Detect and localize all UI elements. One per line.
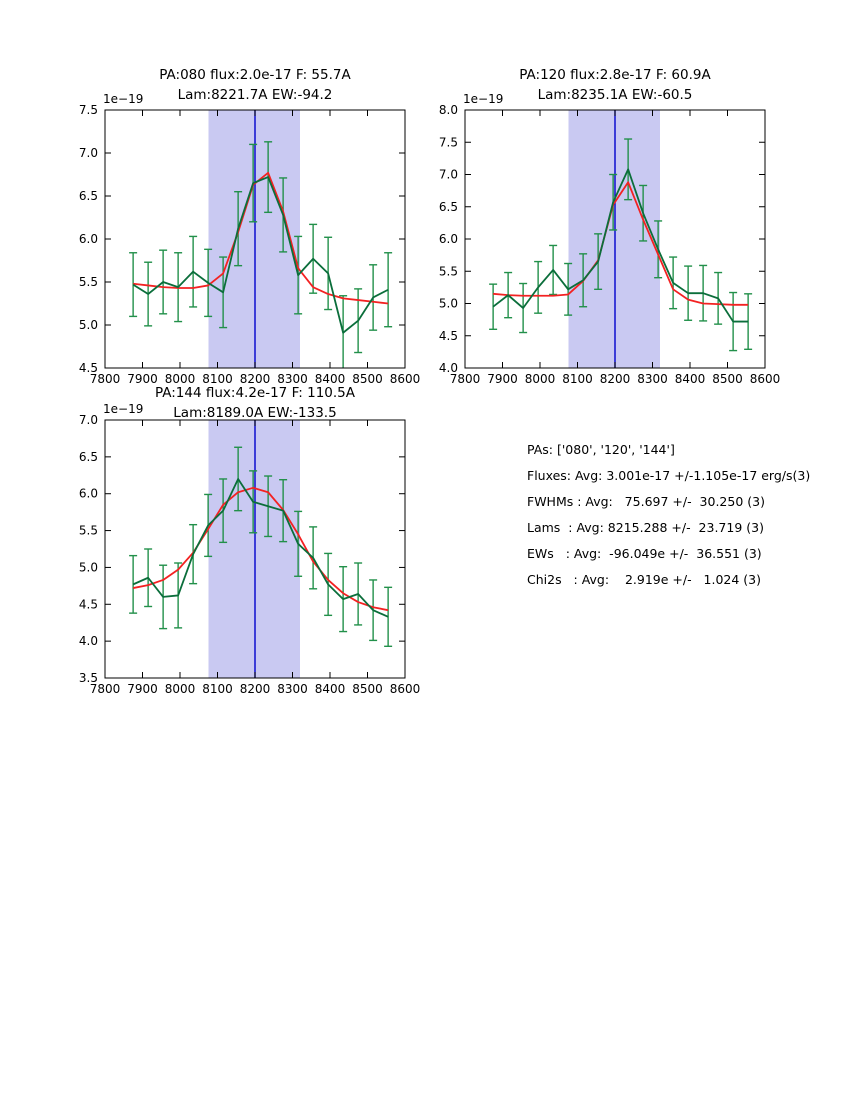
x-tick-label: 8600 — [390, 682, 421, 696]
y-tick-label: 6.0 — [79, 487, 98, 501]
model-fit-line — [133, 171, 389, 305]
stats-line-fwhms: FWHMs : Avg: 75.697 +/- 30.250 (3) — [527, 494, 765, 509]
y-tick-label: 4.5 — [79, 361, 98, 375]
x-tick-label: 8100 — [202, 682, 233, 696]
x-tick-label: 7800 — [450, 372, 481, 386]
x-tick-label: 8500 — [352, 372, 383, 386]
x-tick-label: 8500 — [712, 372, 743, 386]
x-tick-label: 8100 — [202, 372, 233, 386]
spectrum-chart-pa-120: 7800 7900 8000 8100 8200 8300 8400 8500 86004.04… — [439, 92, 781, 386]
x-tick-label: 8600 — [390, 372, 421, 386]
x-tick-label: 7800 — [90, 372, 121, 386]
subplot-pa-144: 7800 7900 8000 8100 8200 8300 8400 8500 8600 3.5 4… — [45, 370, 425, 706]
stats-line-ews: EWs : Avg: -96.049e +/- 36.551 (3) — [527, 546, 762, 561]
x-tick-label: 8300 — [637, 372, 668, 386]
subplot-title-line2: Lam:8221.7A EW:-94.2 — [177, 87, 333, 103]
y-tick-label: 7.5 — [439, 135, 458, 149]
subplot-title-line1: PA:120 flux:2.8e-17 F: 60.9A — [519, 67, 711, 83]
subplot-pa-080: 7800 7900 8000 8100 8200 8300 8400 8500 8600 4.5 5… — [45, 60, 425, 396]
stats-panel: PAs: ['080', '120', '144'] Fluxes: Avg: … — [527, 437, 810, 593]
x-tick-label: 8400 — [315, 372, 346, 386]
y-tick-label: 3.5 — [79, 671, 98, 685]
x-tick-label: 8500 — [352, 682, 383, 696]
y-tick-label: 8.0 — [439, 103, 458, 117]
y-tick-label: 6.5 — [79, 189, 98, 203]
y-axis-offset-label: 1e−19 — [103, 402, 143, 416]
subplot-title-line1: PA:144 flux:4.2e-17 F: 110.5A — [154, 385, 356, 401]
fit-window-band — [208, 110, 300, 368]
x-tick-label: 8000 — [165, 682, 196, 696]
y-tick-label: 7.0 — [79, 146, 98, 160]
spectrum-data-line — [492, 168, 749, 323]
subplot-title-line1: PA:080 flux:2.0e-17 F: 55.7A — [159, 67, 351, 83]
y-tick-label: 7.0 — [439, 168, 458, 182]
y-axis-offset-label: 1e−19 — [463, 92, 503, 106]
y-axis-ticks: 4.0 4.5 5.0 5.5 6.0 6.5 7.0 7.5 8.0 — [439, 103, 765, 375]
y-tick-label: 5.5 — [79, 275, 98, 289]
y-tick-label: 6.5 — [439, 200, 458, 214]
fit-window-band — [208, 420, 300, 678]
y-tick-label: 5.0 — [79, 318, 98, 332]
x-tick-label: 8600 — [750, 372, 781, 386]
x-tick-label: 8400 — [675, 372, 706, 386]
spectrum-chart-pa-144: 7800 7900 8000 8100 8200 8300 8400 8500 8600 3.5 4… — [79, 402, 421, 696]
spectrum-data-line — [132, 176, 389, 334]
y-tick-label: 5.0 — [79, 560, 98, 574]
y-tick-label: 6.0 — [439, 232, 458, 246]
y-axis-offset-label: 1e−19 — [103, 92, 143, 106]
x-tick-label: 8200 — [240, 372, 271, 386]
y-tick-label: 5.0 — [439, 297, 458, 311]
y-axis-ticks: 4.5 5.0 5.5 6.0 6.5 7.0 7.5 — [79, 103, 405, 375]
stats-line-pas: PAs: ['080', '120', '144'] — [527, 442, 675, 457]
x-tick-label: 7900 — [487, 372, 518, 386]
x-axis-ticks: 7800 7900 8000 8100 8200 8300 8400 8500 8600 — [90, 420, 421, 696]
x-tick-label: 8100 — [562, 372, 593, 386]
y-tick-label: 6.5 — [79, 450, 98, 464]
model-fit-line — [132, 486, 389, 612]
x-tick-label: 8400 — [315, 682, 346, 696]
fit-window-band — [568, 110, 660, 368]
y-tick-label: 5.5 — [439, 264, 458, 278]
y-axis-ticks: 3.5 4.0 4.5 5.0 5.5 6.0 6.5 7.0 — [79, 413, 405, 685]
x-tick-label: 8000 — [165, 372, 196, 386]
y-tick-label: 4.5 — [439, 329, 458, 343]
x-tick-label: 7900 — [127, 372, 158, 386]
x-tick-label: 8000 — [525, 372, 556, 386]
x-axis-ticks: 7800 7900 8000 8100 8200 8300 8400 8500 8600 — [90, 110, 421, 386]
y-tick-label: 4.5 — [79, 597, 98, 611]
x-tick-label: 8200 — [600, 372, 631, 386]
spectrum-data-line — [132, 478, 389, 618]
subplot-title-line2: Lam:8189.0A EW:-133.5 — [173, 405, 337, 421]
x-tick-label: 8200 — [240, 682, 271, 696]
stats-line-lams: Lams : Avg: 8215.288 +/- 23.719 (3) — [527, 520, 764, 535]
y-tick-label: 4.0 — [439, 361, 458, 375]
y-tick-label: 6.0 — [79, 232, 98, 246]
x-tick-label: 8300 — [277, 372, 308, 386]
model-fit-line — [493, 181, 749, 306]
stats-line-chi2s: Chi2s : Avg: 2.919e +/- 1.024 (3) — [527, 572, 761, 587]
spectrum-chart-pa-080: 7800 7900 8000 8100 8200 8300 8400 8500 8600 4.5 5… — [79, 92, 421, 386]
x-tick-label: 8300 — [277, 682, 308, 696]
x-tick-label: 7900 — [127, 682, 158, 696]
y-tick-label: 5.5 — [79, 524, 98, 538]
x-axis-ticks: 7800 7900 8000 8100 8200 8300 8400 8500 8600 — [450, 110, 781, 386]
y-tick-label: 7.0 — [79, 413, 98, 427]
subplot-pa-120: 7800 7900 8000 8100 8200 8300 8400 8500 8600 4.0 4… — [405, 60, 785, 396]
stats-line-fluxes: Fluxes: Avg: 3.001e-17 +/-1.105e-17 erg/… — [527, 468, 811, 483]
subplot-title-line2: Lam:8235.1A EW:-60.5 — [537, 87, 693, 103]
y-tick-label: 7.5 — [79, 103, 98, 117]
y-tick-label: 4.0 — [79, 634, 98, 648]
x-tick-label: 7800 — [90, 682, 121, 696]
